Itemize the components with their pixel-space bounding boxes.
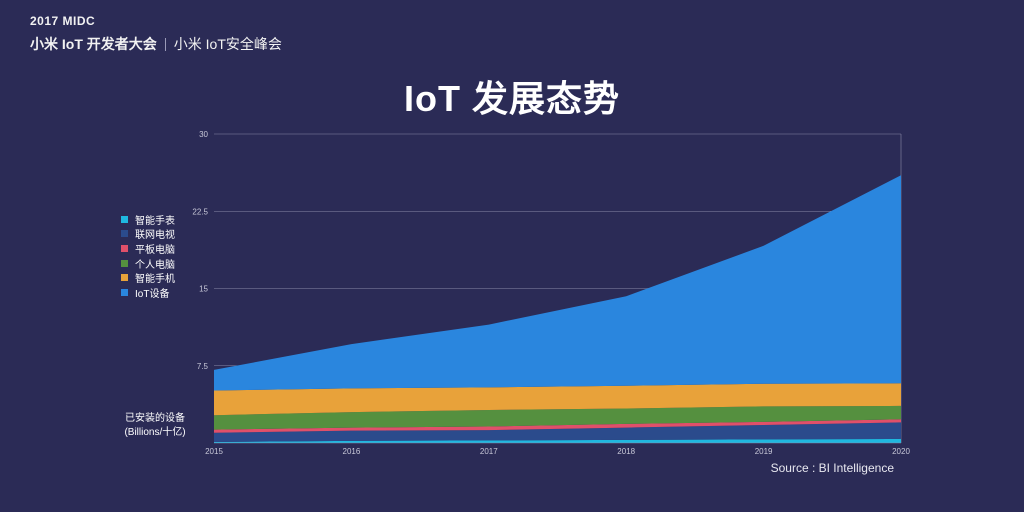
legend-label: 平板电脑: [135, 244, 175, 256]
page-title: IoT 发展态势: [404, 78, 620, 119]
event-year: 2017 MIDC: [30, 14, 96, 28]
x-tick-label-2017: 2017: [480, 447, 498, 456]
y-tick-label-2: 22.5: [192, 207, 208, 216]
legend-label: 个人电脑: [135, 259, 175, 271]
legend-label: 联网电视: [135, 230, 175, 242]
header-divider: [164, 37, 166, 51]
legend-label: IoT设备: [135, 288, 170, 300]
x-tick-label-2015: 2015: [205, 447, 223, 456]
legend-item-2: 平板电脑: [121, 241, 175, 256]
area-series-1: [214, 422, 901, 442]
y-axis-label: 已安装的设备 (Billions/十亿): [105, 412, 205, 440]
source-note: Source : BI Intelligence: [770, 461, 894, 475]
legend-swatch: [121, 230, 128, 238]
legend-item-4: 智能手机: [121, 270, 175, 285]
area-series-0: [214, 438, 901, 443]
area-series-2: [214, 419, 901, 433]
area-layer: [214, 175, 901, 443]
legend-item-5: IoT设备: [121, 285, 175, 300]
legend-label: 智能手表: [135, 215, 175, 227]
legend-item-0: 智能手表: [121, 212, 175, 227]
legend-swatch: [121, 259, 128, 267]
y-axis-label-line-1: 已安装的设备: [125, 413, 185, 424]
chart-legend: 智能手表联网电视平板电脑个人电脑智能手机 IoT设备: [121, 212, 175, 300]
legend-item-1: 联网电视: [121, 227, 175, 242]
legend-swatch: [121, 244, 128, 252]
session-name: 小米 IoT安全峰会: [173, 36, 282, 52]
legend-swatch: [121, 288, 128, 296]
area-series-3: [214, 405, 901, 430]
y-tick-label-1: 15: [199, 285, 208, 294]
x-tick-label-2016: 2016: [343, 447, 361, 456]
y-tick-label-3: 30: [199, 130, 208, 139]
axis-layer: 7.5 15 22.5 30 2015 2016 2017 2018 2019 2020: [192, 130, 910, 456]
x-tick-label-2019: 2019: [755, 447, 773, 456]
legend-item-3: 个人电脑: [121, 256, 175, 271]
x-tick-label-2020: 2020: [892, 447, 910, 456]
legend-swatch: [121, 274, 128, 282]
area-series-5: [214, 175, 901, 391]
legend-swatch: [121, 215, 128, 223]
legend-label: 智能手机: [135, 274, 175, 286]
area-series-4: [214, 383, 901, 416]
event-line: 小米 IoT 开发者大会 小米 IoT安全峰会: [30, 34, 282, 54]
x-tick-label-2018: 2018: [617, 447, 635, 456]
event-name: 小米 IoT 开发者大会: [30, 36, 157, 52]
y-axis-label-line-2: (Billions/十亿): [124, 427, 186, 438]
event-header: 2017 MIDC 小米 IoT 开发者大会 小米 IoT安全峰会: [30, 14, 282, 54]
y-tick-label-0: 7.5: [197, 362, 209, 371]
